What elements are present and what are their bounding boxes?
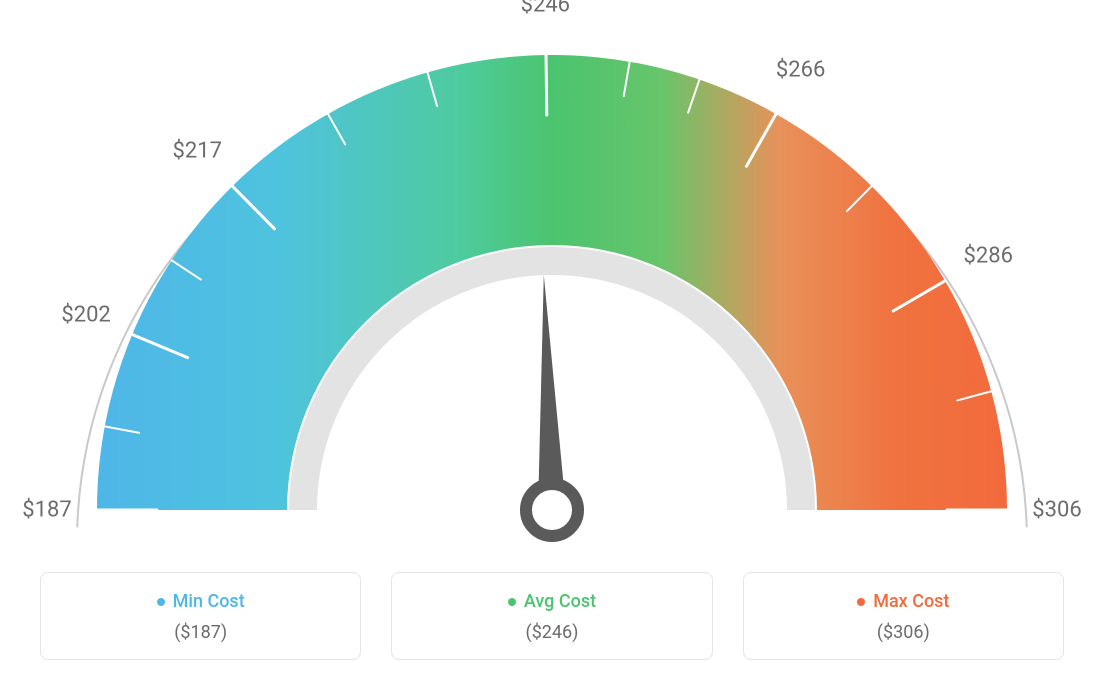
dot-icon: [157, 598, 165, 606]
gauge-tick-label: $202: [61, 303, 110, 328]
legend-value-min: ($187): [51, 622, 350, 643]
legend-title-text: Min Cost: [173, 591, 245, 612]
gauge-svg: [0, 0, 1104, 560]
dot-icon: [857, 598, 865, 606]
chart-container: $187 $202 $217 $246 $266 $286 $306 Min Cost ($…: [0, 0, 1104, 690]
legend-card-max: Max Cost ($306): [743, 572, 1064, 661]
gauge-tick-label: $286: [963, 243, 1012, 268]
legend-title-min: Min Cost: [157, 591, 245, 612]
legend-title-max: Max Cost: [857, 591, 949, 612]
gauge-tick-label: $266: [776, 58, 825, 83]
legend-title-text: Avg Cost: [524, 591, 596, 612]
dot-icon: [508, 598, 516, 606]
gauge: $187 $202 $217 $246 $266 $286 $306: [0, 0, 1104, 560]
legend-row: Min Cost ($187) Avg Cost ($246) Max Cost…: [40, 572, 1064, 661]
gauge-tick-label: $246: [521, 0, 570, 18]
gauge-tick-label: $187: [22, 498, 71, 523]
legend-card-avg: Avg Cost ($246): [391, 572, 712, 661]
legend-value-avg: ($246): [402, 622, 701, 643]
gauge-tick-label: $217: [173, 138, 222, 163]
legend-title-avg: Avg Cost: [508, 591, 596, 612]
gauge-tick-label: $306: [1032, 498, 1081, 523]
legend-card-min: Min Cost ($187): [40, 572, 361, 661]
legend-title-text: Max Cost: [873, 591, 949, 612]
legend-value-max: ($306): [754, 622, 1053, 643]
